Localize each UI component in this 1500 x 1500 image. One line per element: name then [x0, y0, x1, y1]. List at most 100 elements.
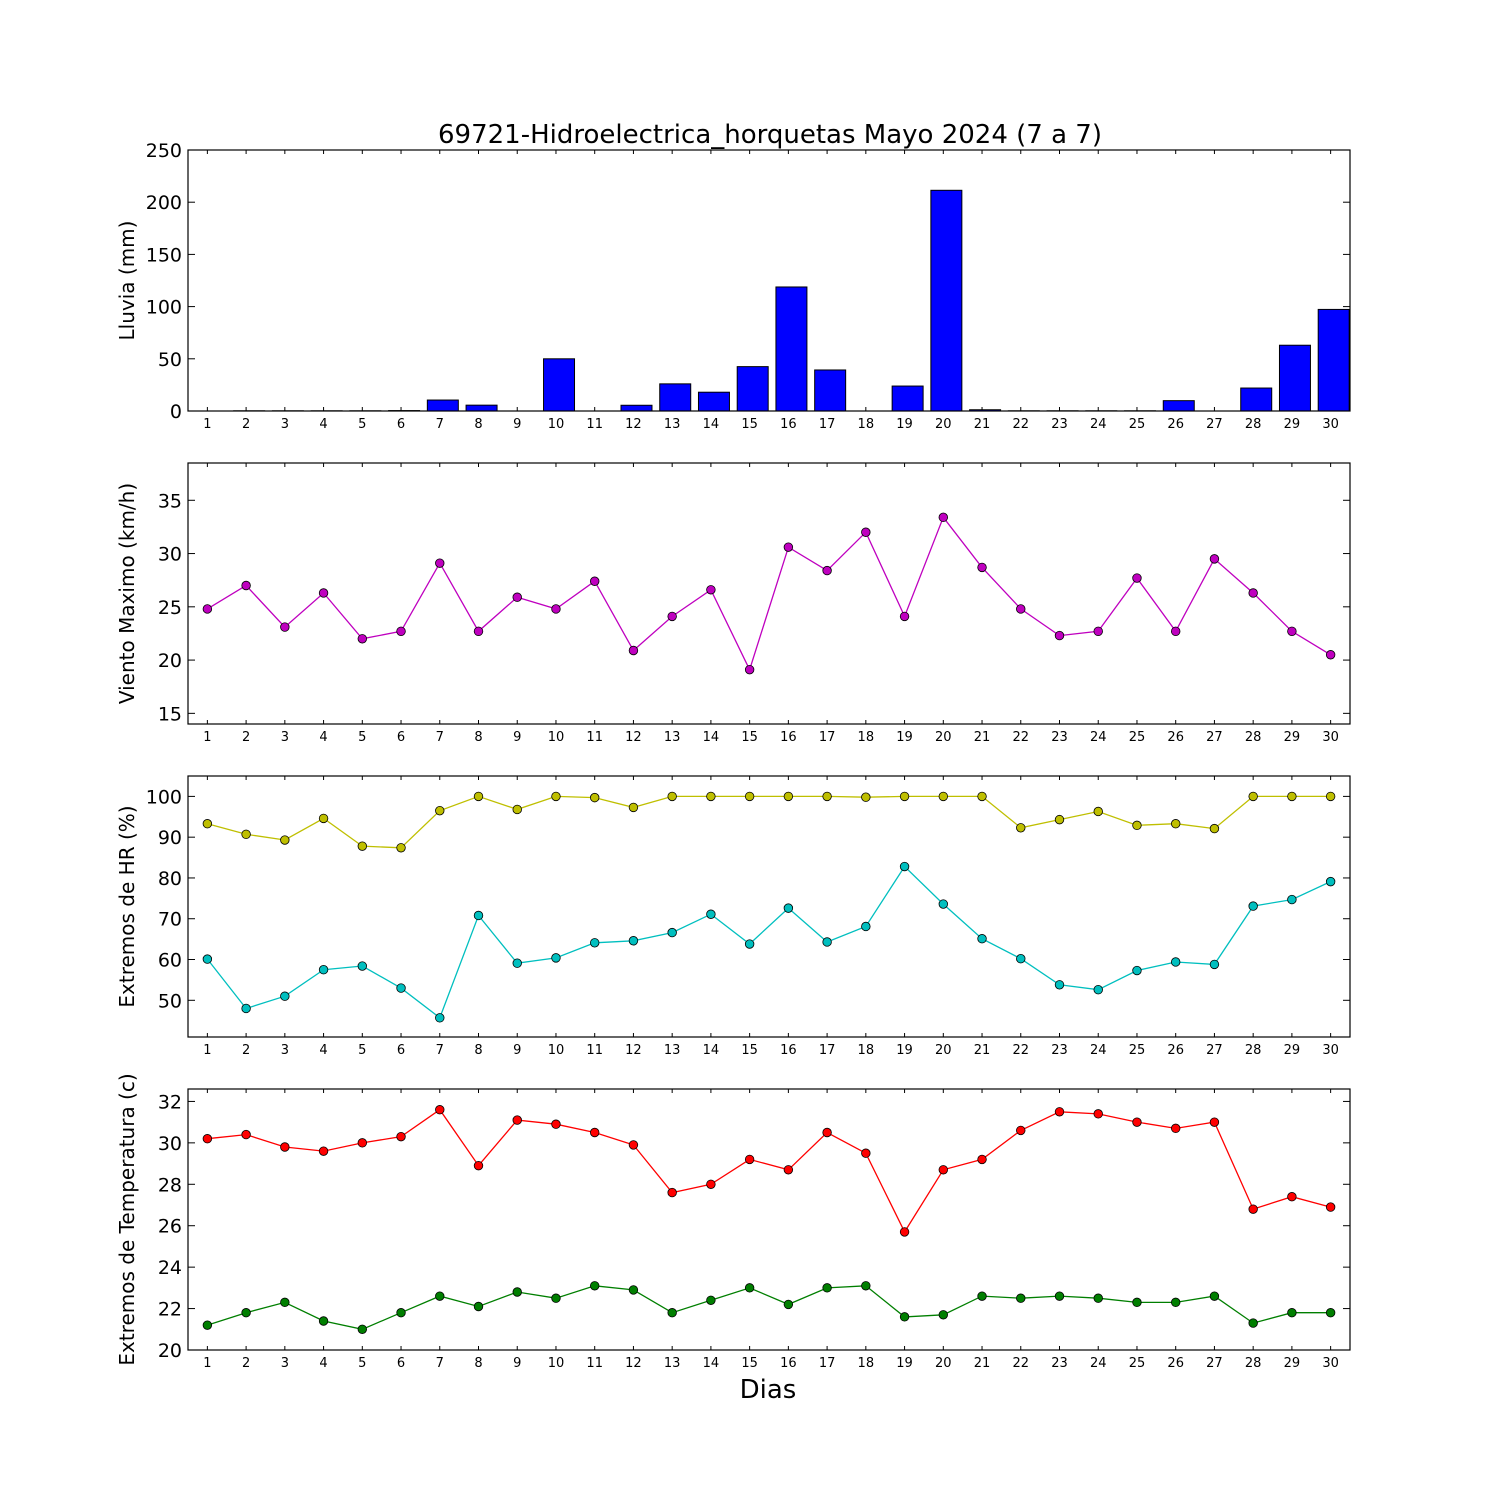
- data-point: [744, 664, 755, 675]
- data-point: [1054, 980, 1065, 990]
- data-point: [628, 1285, 639, 1295]
- data-point: [241, 1003, 251, 1014]
- data-point: [977, 934, 987, 944]
- x-tick-label: 9: [513, 417, 521, 432]
- y-tick-label: 100: [146, 786, 182, 808]
- data-point: [1287, 791, 1297, 802]
- y-tick-label: 80: [158, 868, 182, 890]
- data-point: [1054, 1291, 1065, 1301]
- y-tick-label: 250: [146, 140, 182, 162]
- x-tick-label: 21: [974, 417, 991, 432]
- data-point: [938, 512, 949, 523]
- y-tick-label: 150: [146, 244, 182, 266]
- x-tick-label: 23: [1051, 1043, 1068, 1058]
- x-tick-label: 15: [741, 1356, 758, 1371]
- x-tick-label: 1: [203, 1356, 211, 1371]
- data-point: [473, 1160, 484, 1171]
- data-point: [1093, 806, 1103, 817]
- x-tick-label: 2: [242, 1043, 250, 1058]
- data-point: [1209, 823, 1220, 834]
- data-point: [706, 909, 716, 919]
- data-point: [744, 1283, 755, 1293]
- x-tick-label: 19: [896, 1356, 913, 1371]
- data-point: [783, 791, 794, 802]
- data-point: [977, 791, 987, 802]
- data-point: [706, 1179, 716, 1189]
- data-point: [512, 1115, 522, 1125]
- plot-frame: [187, 149, 1351, 412]
- data-point: [473, 910, 484, 921]
- data-point: [512, 1287, 522, 1297]
- data-point: [1209, 554, 1220, 564]
- data-point: [706, 791, 716, 802]
- data-point: [1132, 573, 1142, 583]
- data-point: [899, 791, 910, 802]
- x-tick-label: 21: [974, 1043, 991, 1058]
- data-point: [1170, 819, 1181, 829]
- plot-frame: [187, 1088, 1351, 1351]
- x-tick-label: 30: [1322, 1043, 1339, 1058]
- rain-bar: [814, 369, 847, 412]
- data-point: [241, 580, 251, 591]
- x-tick-label: 29: [1284, 730, 1301, 745]
- data-point: [241, 1129, 251, 1140]
- data-point: [202, 1134, 213, 1144]
- x-tick-label: 8: [474, 730, 482, 745]
- data-point: [1325, 1308, 1336, 1318]
- x-tick-label: 11: [586, 417, 603, 432]
- rain-bar: [543, 358, 576, 412]
- data-point: [551, 953, 561, 963]
- data-point: [1170, 1123, 1181, 1134]
- x-tick-label: 4: [319, 730, 327, 745]
- x-tick-label: 11: [586, 730, 603, 745]
- x-tick-label: 25: [1129, 1043, 1146, 1058]
- x-tick-label: 20: [935, 730, 952, 745]
- data-point: [1248, 1204, 1258, 1214]
- data-point: [512, 592, 522, 602]
- chart-title: 69721-Hidroelectrica_horquetas Mayo 2024…: [438, 120, 1102, 150]
- data-point: [822, 1127, 832, 1138]
- data-point: [318, 588, 329, 598]
- x-tick-label: 11: [586, 1043, 603, 1058]
- x-tick-label: 1: [203, 1043, 211, 1058]
- data-point: [899, 861, 910, 872]
- data-point: [435, 1291, 445, 1301]
- x-tick-label: 30: [1322, 1356, 1339, 1371]
- y-axis-title: Lluvia (mm): [115, 221, 139, 341]
- x-tick-label: 4: [319, 1356, 327, 1371]
- x-tick-label: 16: [780, 1043, 797, 1058]
- data-point: [435, 558, 445, 568]
- y-axis-title: Extremos de HR (%): [115, 805, 139, 1007]
- data-point: [938, 1310, 949, 1320]
- x-tick-label: 25: [1129, 730, 1146, 745]
- data-point: [1209, 959, 1220, 970]
- y-tick-label: 200: [146, 192, 182, 214]
- x-tick-label: 24: [1090, 1356, 1107, 1371]
- x-tick-label: 15: [741, 1043, 758, 1058]
- data-point: [1093, 984, 1103, 995]
- data-point: [1016, 954, 1026, 964]
- x-tick-label: 19: [896, 1043, 913, 1058]
- x-tick-label: 17: [819, 1356, 836, 1371]
- x-tick-label: 25: [1129, 417, 1146, 432]
- data-point: [783, 542, 794, 552]
- data-point: [899, 1312, 910, 1322]
- data-point: [667, 791, 677, 802]
- x-tick-label: 24: [1090, 417, 1107, 432]
- data-point: [357, 1324, 368, 1334]
- x-tick-label: 14: [703, 730, 720, 745]
- data-point: [744, 1154, 755, 1165]
- data-point: [590, 792, 600, 803]
- data-point: [280, 1297, 290, 1308]
- x-tick-label: 26: [1167, 1043, 1184, 1058]
- data-point: [1016, 823, 1026, 833]
- x-tick-label: 27: [1206, 1043, 1223, 1058]
- x-tick-label: 22: [1012, 730, 1029, 745]
- data-point: [1054, 630, 1065, 641]
- data-point: [1287, 626, 1297, 637]
- data-point: [512, 804, 522, 815]
- data-point: [628, 936, 639, 946]
- data-point: [1054, 1107, 1065, 1117]
